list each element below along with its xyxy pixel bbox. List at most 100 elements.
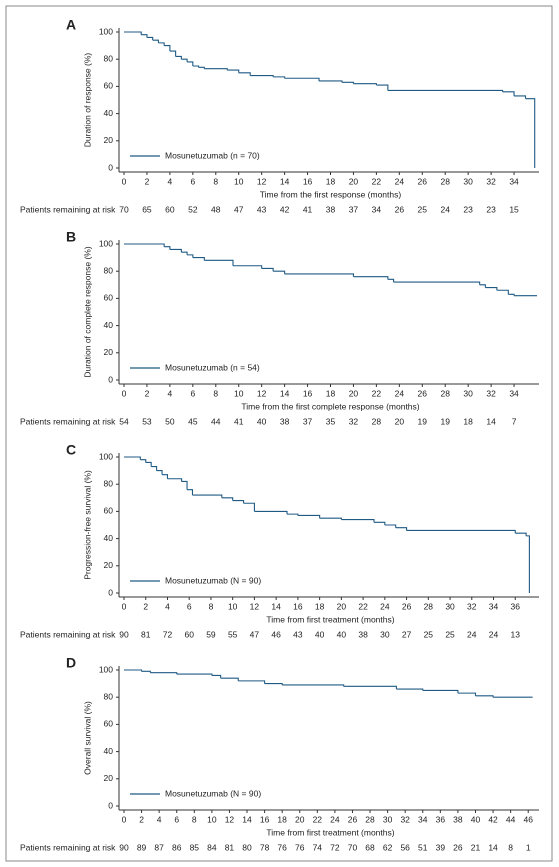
y-tick-label: 0 [108,162,113,172]
at-risk-count: 44 [211,416,221,426]
at-risk-count: 45 [188,416,198,426]
at-risk-count: 1 [526,842,531,852]
survival-step [395,527,408,531]
panel-label: C [66,442,76,458]
y-axis-label: Duration of complete response (%) [82,246,92,378]
survival-step [479,284,486,288]
survival-step [376,84,389,91]
at-risk-count: 37 [303,416,313,426]
x-tick-label: 24 [330,814,340,824]
x-tick-label: 16 [260,814,270,824]
y-tick-label: 0 [108,800,113,810]
at-risk-count: 41 [234,416,244,426]
survival-step [393,281,481,285]
at-risk-count: 39 [436,842,446,852]
at-risk-count: 25 [445,629,455,639]
legend-label: Mosunetuzumab (n = 54) [165,362,260,372]
survival-step [158,42,165,46]
y-tick-label: 80 [104,691,114,701]
survival-step [514,95,527,99]
survival-step [238,680,266,684]
risk-label: Patients remaining at risk [20,629,116,639]
at-risk-count: 19 [440,416,450,426]
x-tick-label: 12 [257,176,267,186]
legend-label: Mosunetuzumab (N = 90) [165,788,261,798]
at-risk-count: 70 [119,204,129,214]
survival-step [169,50,177,57]
x-tick-label: 14 [242,814,252,824]
panel-label: A [66,17,76,33]
figure-border [5,5,553,862]
survival-step [341,81,354,84]
x-tick-label: 12 [257,388,267,398]
survival-step [238,72,251,76]
survival-step [181,58,188,62]
at-risk-count: 48 [211,204,221,214]
survival-step [198,66,205,69]
at-risk-count: 72 [163,629,173,639]
at-risk-count: 86 [172,842,182,852]
at-risk-count: 40 [337,629,347,639]
survival-step [264,683,283,685]
survival-step [151,465,158,471]
at-risk-count: 24 [467,629,477,639]
survival-step [341,519,375,523]
survival-step [141,670,151,673]
x-tick-label: 18 [315,601,325,611]
x-tick-label: 30 [445,601,455,611]
at-risk-count: 21 [471,842,481,852]
x-tick-label: 8 [209,601,214,611]
panel-label: B [66,229,76,245]
x-tick-label: 12 [250,601,260,611]
survival-step [152,39,159,43]
at-risk-count: 43 [293,629,303,639]
survival-step [422,689,459,694]
at-risk-count: 23 [463,204,473,214]
survival-step [221,497,234,501]
y-axis-label: Progression-free survival (%) [82,470,92,580]
at-risk-count: 90 [119,842,129,852]
survival-step [273,76,286,79]
at-risk-count: 74 [313,842,323,852]
survival-step [396,688,424,691]
x-tick-label: 4 [165,601,170,611]
at-risk-count: 35 [326,416,336,426]
x-tick-label: 12 [225,814,235,824]
survival-step [227,69,240,73]
survival-step [284,273,354,277]
at-risk-count: 87 [154,842,164,852]
x-tick-label: 14 [271,601,281,611]
survival-step [319,517,342,520]
x-tick-label: 24 [395,176,405,186]
survival-step [146,36,154,41]
at-risk-count: 30 [380,629,390,639]
at-risk-count: 68 [365,842,375,852]
y-axis-label: Duration of response (%) [82,53,92,148]
x-tick-label: 24 [380,601,390,611]
survival-step [187,254,194,258]
survival-step [204,259,234,266]
survival-step [124,31,142,35]
survival-step [496,289,509,295]
x-tick-label: 6 [174,814,179,824]
at-risk-count: 56 [400,842,410,852]
x-axis-label: Time from the first complete response (m… [241,401,419,411]
x-tick-label: 4 [157,814,162,824]
at-risk-count: 53 [142,416,152,426]
at-risk-count: 20 [395,416,405,426]
at-risk-count: 38 [280,416,290,426]
x-tick-label: 8 [213,176,218,186]
at-risk-count: 26 [395,204,405,214]
x-axis-label: Time from first treatment (months) [266,827,394,837]
at-risk-count: 13 [511,629,521,639]
x-tick-label: 20 [295,814,305,824]
survival-step [187,61,194,66]
at-risk-count: 46 [271,629,281,639]
survival-step [525,98,536,168]
y-tick-label: 0 [108,374,113,384]
survival-step [508,293,515,296]
x-axis-label: Time from the first response (months) [260,189,402,199]
at-risk-count: 25 [424,629,434,639]
at-risk-count: 85 [190,842,200,852]
